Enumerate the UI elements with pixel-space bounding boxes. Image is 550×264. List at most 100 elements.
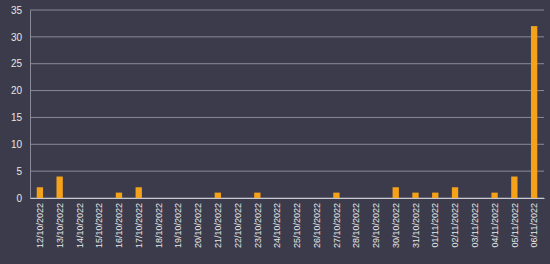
x-tick: 14/10/2022 — [75, 198, 85, 248]
bar — [432, 193, 438, 198]
x-tick: 18/10/2022 — [154, 198, 164, 248]
x-tick: 29/10/2022 — [371, 198, 381, 248]
x-tick: 17/10/2022 — [134, 198, 144, 248]
bar — [37, 187, 43, 198]
grid-line — [30, 90, 544, 91]
bar — [274, 198, 280, 199]
x-tick-label: 27/10/2022 — [332, 203, 342, 248]
bar — [215, 193, 221, 198]
x-tick: 22/10/2022 — [233, 198, 243, 248]
y-tick-label: 10 — [11, 139, 23, 150]
bar — [195, 198, 201, 199]
bar — [393, 187, 399, 198]
x-tick: 24/10/2022 — [272, 198, 282, 248]
chart: 0 5 10 15 20 25 30 35 12/10/2022 13/10/2022 14/10/… — [0, 0, 550, 264]
y-tick: 10 — [11, 139, 30, 150]
x-tick: 23/10/2022 — [252, 198, 262, 248]
bar — [294, 198, 300, 199]
x-tick-label: 21/10/2022 — [213, 203, 223, 248]
y-tick-label: 25 — [11, 58, 23, 69]
plot: 0 5 10 15 20 25 30 35 12/10/2022 13/10/2022 14/10/… — [11, 5, 545, 248]
bar — [511, 177, 517, 198]
y-tick: 0 — [16, 193, 30, 204]
y-tick: 20 — [11, 85, 30, 96]
x-tick-label: 31/10/2022 — [411, 203, 421, 248]
grid-line — [30, 144, 544, 145]
y-tick-label: 0 — [16, 193, 22, 204]
x-tick: 01/11/2022 — [430, 198, 440, 247]
bar — [412, 193, 418, 198]
y-tick: 30 — [11, 32, 30, 43]
x-tick-label: 25/10/2022 — [292, 203, 302, 248]
grid-line — [30, 171, 544, 172]
bar — [254, 193, 260, 198]
x-tick-label: 01/11/2022 — [430, 203, 440, 247]
x-tick: 21/10/2022 — [213, 198, 223, 248]
grid-line — [30, 36, 544, 37]
x-tick-label: 04/11/2022 — [490, 203, 500, 247]
y-tick-label: 20 — [11, 85, 23, 96]
bar — [136, 187, 142, 198]
y-tick-label: 35 — [11, 5, 23, 16]
bar — [472, 198, 478, 199]
bar — [96, 198, 102, 199]
x-tick-label: 17/10/2022 — [134, 203, 144, 248]
bar — [313, 198, 319, 199]
x-tick-label: 26/10/2022 — [312, 203, 322, 248]
x-tick: 20/10/2022 — [193, 198, 203, 248]
y-tick: 35 — [11, 5, 30, 16]
x-axis-line — [31, 198, 545, 199]
grid-line — [30, 63, 544, 64]
background — [0, 0, 550, 264]
x-tick-label: 28/10/2022 — [351, 203, 361, 248]
x-tick-label: 02/11/2022 — [450, 203, 460, 247]
x-tick: 02/11/2022 — [450, 198, 460, 247]
y-tick-label: 15 — [11, 112, 23, 123]
x-tick: 03/11/2022 — [470, 198, 480, 247]
y-tick: 25 — [11, 58, 30, 69]
x-tick-label: 24/10/2022 — [272, 203, 282, 248]
x-tick: 04/11/2022 — [490, 198, 500, 247]
grid — [30, 10, 544, 198]
x-tick-label: 15/10/2022 — [94, 203, 104, 248]
x-tick-label: 20/10/2022 — [193, 203, 203, 248]
bar — [56, 177, 62, 198]
x-tick: 15/10/2022 — [94, 198, 104, 248]
x-tick-label: 03/11/2022 — [470, 203, 480, 247]
x-tick-label: 05/11/2022 — [509, 203, 519, 247]
x-tick-label: 22/10/2022 — [233, 203, 243, 248]
x-tick: 26/10/2022 — [312, 198, 322, 248]
grid-line — [30, 117, 544, 118]
grid-line — [30, 10, 544, 11]
bars — [37, 26, 538, 198]
x-tick: 05/11/2022 — [509, 198, 519, 247]
x-tick-label: 30/10/2022 — [391, 203, 401, 248]
x-tick: 27/10/2022 — [332, 198, 342, 248]
x-tick: 25/10/2022 — [292, 198, 302, 248]
x-axis: 12/10/2022 13/10/2022 14/10/2022 15/10/2022… — [31, 198, 545, 248]
y-tick: 15 — [11, 112, 30, 123]
bar — [333, 193, 339, 198]
bar — [234, 198, 240, 199]
x-tick: 19/10/2022 — [173, 198, 183, 248]
bar — [373, 198, 379, 199]
y-axis: 0 5 10 15 20 25 30 35 — [11, 5, 31, 204]
grid-line — [30, 198, 544, 199]
x-tick: 16/10/2022 — [114, 198, 124, 248]
x-tick-label: 19/10/2022 — [173, 203, 183, 248]
bar — [353, 198, 359, 199]
y-axis-line — [30, 11, 31, 199]
bar — [531, 26, 537, 198]
x-tick-label: 16/10/2022 — [114, 203, 124, 248]
y-tick: 5 — [16, 166, 30, 177]
bar — [452, 187, 458, 198]
x-tick: 06/11/2022 — [529, 198, 539, 247]
x-tick-label: 13/10/2022 — [55, 203, 65, 248]
bar — [116, 193, 122, 198]
x-tick-label: 06/11/2022 — [529, 203, 539, 247]
x-tick: 31/10/2022 — [411, 198, 421, 248]
x-tick: 13/10/2022 — [55, 198, 65, 248]
x-tick-label: 12/10/2022 — [35, 203, 45, 248]
y-tick-label: 30 — [11, 32, 23, 43]
bar — [155, 198, 161, 199]
